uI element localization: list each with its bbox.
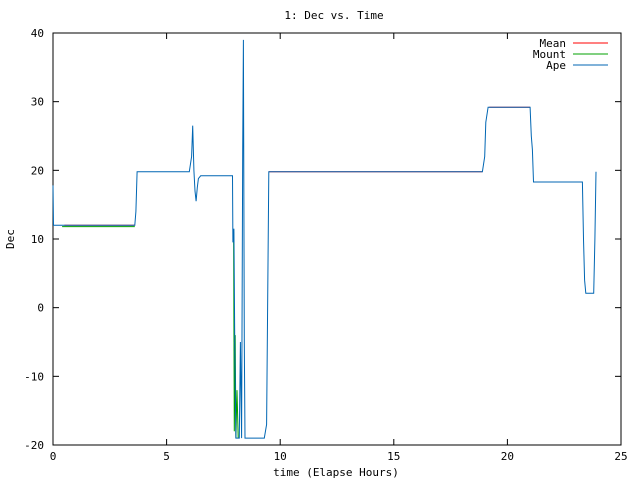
y-axis-label: Dec: [4, 229, 17, 249]
x-tick-label: 25: [614, 450, 627, 463]
y-tick-label: 30: [31, 96, 44, 109]
x-tick-label: 15: [387, 450, 400, 463]
y-tick-label: -20: [24, 439, 44, 452]
y-tick-label: 0: [37, 302, 44, 315]
axis-ticks: 0 5 10 15 20 25 -20 -10 0 10 20 30 40: [24, 27, 628, 463]
x-tick-label: 0: [50, 450, 57, 463]
x-tick-label: 5: [163, 450, 170, 463]
series-line-ape: [52, 39, 597, 439]
y-tick-label: 10: [31, 233, 44, 246]
x-axis-label: time (Elapse Hours): [273, 466, 399, 479]
series-group: [52, 39, 597, 439]
plot-frame: [52, 32, 622, 446]
chart-title: 1: Dec vs. Time: [284, 9, 383, 22]
legend-label-mean: Mean: [540, 37, 567, 50]
legend-label-ape: Ape: [546, 59, 566, 72]
y-tick-label: -10: [24, 370, 44, 383]
x-tick-label: 20: [501, 450, 514, 463]
y-tick-label: 20: [31, 164, 44, 177]
legend-label-mount: Mount: [533, 48, 566, 61]
y-tick-label: 40: [31, 27, 44, 40]
x-tick-label: 10: [274, 450, 287, 463]
